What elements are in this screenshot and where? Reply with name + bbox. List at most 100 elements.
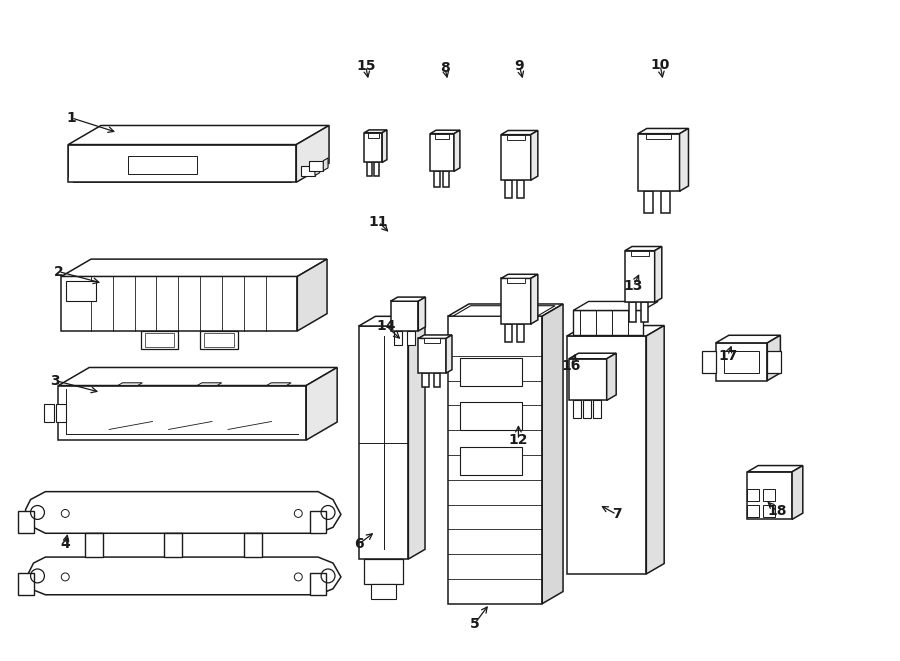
Polygon shape	[629, 302, 636, 322]
Polygon shape	[204, 333, 234, 347]
Polygon shape	[67, 282, 96, 301]
Polygon shape	[792, 465, 803, 520]
Polygon shape	[323, 158, 328, 171]
Polygon shape	[567, 325, 664, 336]
Polygon shape	[501, 130, 538, 135]
Polygon shape	[61, 276, 297, 331]
Polygon shape	[460, 447, 522, 475]
Polygon shape	[25, 492, 341, 533]
Polygon shape	[165, 533, 183, 557]
Polygon shape	[702, 351, 716, 373]
Polygon shape	[310, 573, 326, 595]
Polygon shape	[68, 145, 296, 182]
Polygon shape	[748, 472, 792, 520]
Polygon shape	[460, 358, 522, 385]
Polygon shape	[646, 134, 671, 139]
Polygon shape	[244, 533, 262, 557]
Polygon shape	[506, 180, 512, 198]
Polygon shape	[409, 317, 425, 559]
Polygon shape	[297, 259, 327, 331]
Polygon shape	[644, 191, 653, 213]
Polygon shape	[507, 278, 525, 284]
Polygon shape	[58, 368, 338, 385]
Polygon shape	[444, 171, 449, 187]
Polygon shape	[434, 373, 440, 387]
Polygon shape	[371, 584, 397, 599]
Polygon shape	[638, 128, 689, 134]
Polygon shape	[44, 405, 54, 422]
Polygon shape	[768, 335, 780, 381]
Text: 12: 12	[508, 433, 528, 447]
Text: 3: 3	[50, 373, 60, 387]
Polygon shape	[631, 251, 649, 256]
Polygon shape	[763, 505, 775, 517]
Polygon shape	[197, 383, 221, 385]
Text: 11: 11	[369, 215, 389, 229]
Polygon shape	[531, 274, 538, 324]
Polygon shape	[310, 161, 323, 171]
Polygon shape	[542, 304, 563, 603]
Polygon shape	[57, 405, 67, 422]
Polygon shape	[607, 353, 616, 401]
Polygon shape	[140, 331, 178, 349]
Polygon shape	[58, 385, 306, 440]
Polygon shape	[374, 163, 379, 176]
Text: 1: 1	[67, 111, 76, 125]
Polygon shape	[724, 351, 760, 373]
Polygon shape	[748, 465, 803, 472]
Polygon shape	[518, 180, 525, 198]
Text: 13: 13	[624, 280, 644, 293]
Text: 4: 4	[60, 537, 70, 551]
Polygon shape	[296, 126, 329, 182]
Polygon shape	[748, 505, 760, 517]
Polygon shape	[448, 316, 542, 603]
Polygon shape	[625, 251, 654, 302]
Text: 18: 18	[768, 504, 787, 518]
Polygon shape	[507, 135, 525, 139]
Polygon shape	[625, 247, 662, 251]
Polygon shape	[748, 489, 760, 501]
Polygon shape	[424, 338, 440, 344]
Polygon shape	[593, 401, 600, 418]
Polygon shape	[506, 324, 512, 342]
Polygon shape	[408, 331, 415, 345]
Polygon shape	[68, 126, 329, 145]
Polygon shape	[435, 134, 449, 139]
Polygon shape	[18, 512, 33, 533]
Polygon shape	[501, 274, 538, 278]
Polygon shape	[315, 163, 320, 176]
Polygon shape	[418, 335, 452, 338]
Polygon shape	[430, 130, 460, 134]
Polygon shape	[306, 368, 338, 440]
Polygon shape	[460, 403, 522, 430]
Polygon shape	[642, 302, 648, 322]
Polygon shape	[716, 343, 768, 381]
Polygon shape	[418, 297, 426, 331]
Polygon shape	[569, 353, 616, 359]
Polygon shape	[359, 326, 409, 559]
Polygon shape	[434, 171, 440, 187]
Polygon shape	[453, 305, 555, 316]
Polygon shape	[646, 325, 664, 574]
Polygon shape	[364, 559, 403, 584]
Polygon shape	[501, 278, 531, 324]
Polygon shape	[654, 247, 662, 302]
Text: 6: 6	[354, 537, 364, 551]
Polygon shape	[391, 301, 419, 331]
Polygon shape	[367, 163, 372, 176]
Polygon shape	[573, 311, 643, 335]
Polygon shape	[364, 133, 382, 163]
Text: 16: 16	[562, 359, 580, 373]
Polygon shape	[310, 512, 326, 533]
Polygon shape	[364, 130, 387, 133]
Polygon shape	[61, 259, 327, 276]
Text: 2: 2	[53, 264, 63, 278]
Polygon shape	[716, 335, 780, 343]
Polygon shape	[573, 301, 658, 311]
Polygon shape	[25, 557, 341, 595]
Polygon shape	[454, 130, 460, 171]
Polygon shape	[368, 133, 379, 137]
Polygon shape	[86, 533, 103, 557]
Text: 7: 7	[612, 508, 621, 522]
Text: 14: 14	[377, 319, 396, 333]
